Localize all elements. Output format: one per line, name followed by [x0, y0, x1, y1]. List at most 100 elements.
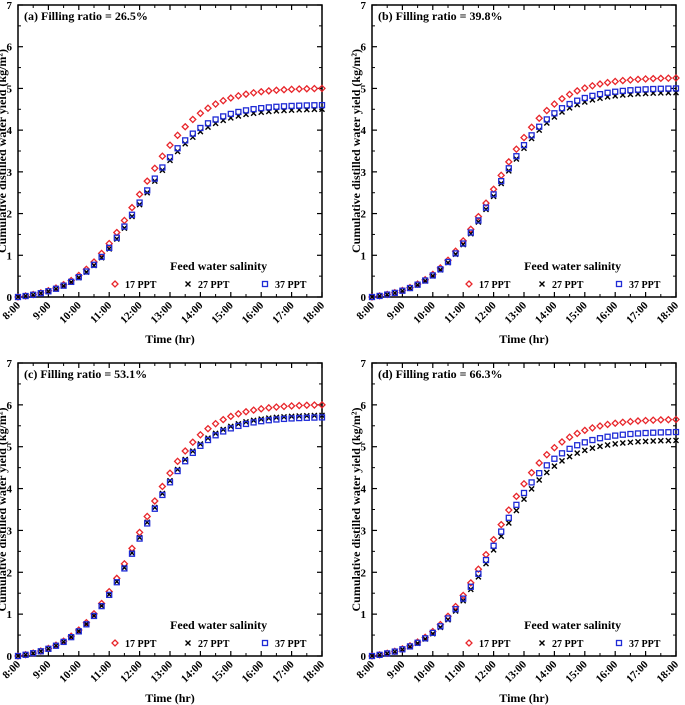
data-point [528, 132, 535, 139]
data-point [619, 439, 626, 446]
data-point [75, 274, 82, 281]
data-point [642, 438, 649, 445]
data-point [627, 439, 634, 446]
data-point [234, 409, 243, 418]
data-point [451, 602, 460, 611]
data-point [135, 528, 144, 537]
y-tick-label: 4 [361, 125, 367, 137]
data-point [452, 606, 459, 613]
data-point [272, 403, 281, 411]
legend-label: 37 PPT [629, 639, 661, 650]
data-point [280, 402, 288, 411]
data-point [226, 94, 235, 102]
data-point [113, 234, 120, 241]
data-point [128, 211, 136, 218]
data-point [672, 85, 680, 92]
x-tick-label: 10:00 [57, 299, 84, 326]
data-point [589, 92, 596, 100]
data-point [220, 113, 227, 120]
data-point [83, 268, 90, 275]
data-point [211, 100, 220, 108]
data-point [90, 612, 98, 620]
data-point [460, 595, 467, 602]
data-point [159, 491, 166, 499]
data-point [249, 88, 258, 97]
data-point [242, 107, 250, 114]
data-point [407, 285, 413, 292]
data-point [588, 81, 597, 90]
data-point [159, 490, 166, 497]
data-point [505, 514, 512, 521]
data-point [166, 154, 174, 161]
data-point [45, 645, 52, 652]
data-point [384, 650, 391, 657]
data-point [603, 420, 612, 429]
data-point [14, 293, 22, 301]
data-point [369, 294, 375, 300]
panel-4: 0 1 2 3 4 5 6 7 8:00 9:00 10:00 11:00 12:00 13:00 14:0… [349, 358, 681, 705]
x-tick-label: 9:00 [385, 299, 408, 322]
data-point [60, 638, 67, 645]
plot-frame [371, 4, 677, 298]
data-point [573, 429, 582, 438]
data-point [242, 407, 250, 416]
data-point [551, 463, 558, 470]
data-point [512, 492, 521, 501]
data-point [391, 648, 398, 655]
data-point [98, 602, 105, 610]
data-point [596, 435, 604, 442]
data-point [37, 290, 44, 297]
x-tick-label: 17:00 [270, 658, 297, 685]
x-tick-label: 18:00 [300, 658, 327, 685]
data-point [513, 153, 520, 160]
data-point [673, 437, 679, 444]
data-point [543, 116, 550, 123]
data-point [641, 416, 650, 425]
data-point [250, 105, 257, 113]
data-point [303, 102, 310, 109]
data-point [536, 477, 543, 484]
y-tick-label: 1 [7, 609, 13, 621]
y-tick-label: 7 [361, 0, 367, 12]
legend-label: 17 PPT [125, 639, 157, 650]
x-tick-label: 13:00 [502, 299, 529, 326]
data-point [204, 424, 212, 433]
y-tick-label: 4 [361, 484, 367, 496]
data-point [212, 432, 219, 439]
data-point [120, 216, 129, 225]
y-tick-label: 0 [7, 651, 13, 663]
data-point [174, 145, 181, 152]
legend-marker [465, 639, 473, 647]
data-point [30, 650, 37, 657]
data-point [173, 457, 182, 466]
data-point [97, 249, 106, 258]
data-point [113, 579, 120, 586]
data-point [227, 110, 234, 118]
data-point [550, 443, 559, 452]
panel-2: 0 1 2 3 4 5 6 7 8:00 9:00 10:00 11:00 12:00 13:00 14:0… [349, 0, 681, 346]
y-tick-label: 2 [7, 209, 13, 221]
data-point [672, 415, 680, 424]
data-point [550, 100, 559, 109]
y-tick-label: 6 [361, 42, 367, 54]
x-tick-label: 10:00 [411, 299, 438, 326]
data-point [121, 225, 128, 232]
data-point [273, 416, 280, 423]
data-point [634, 75, 642, 84]
x-axis-title: Time (hr) [499, 691, 548, 705]
data-point [258, 418, 265, 425]
data-point [641, 75, 650, 83]
data-point [384, 291, 391, 298]
y-tick-label: 7 [361, 358, 367, 370]
data-point [15, 653, 21, 659]
data-point [581, 439, 588, 446]
data-point [310, 401, 319, 409]
data-point [566, 100, 573, 108]
data-point [15, 294, 21, 300]
data-point [482, 204, 490, 211]
data-point [273, 103, 280, 110]
x-tick-label: 18:00 [654, 299, 681, 326]
data-point [626, 417, 635, 426]
data-point [612, 432, 619, 439]
data-point [197, 442, 204, 449]
